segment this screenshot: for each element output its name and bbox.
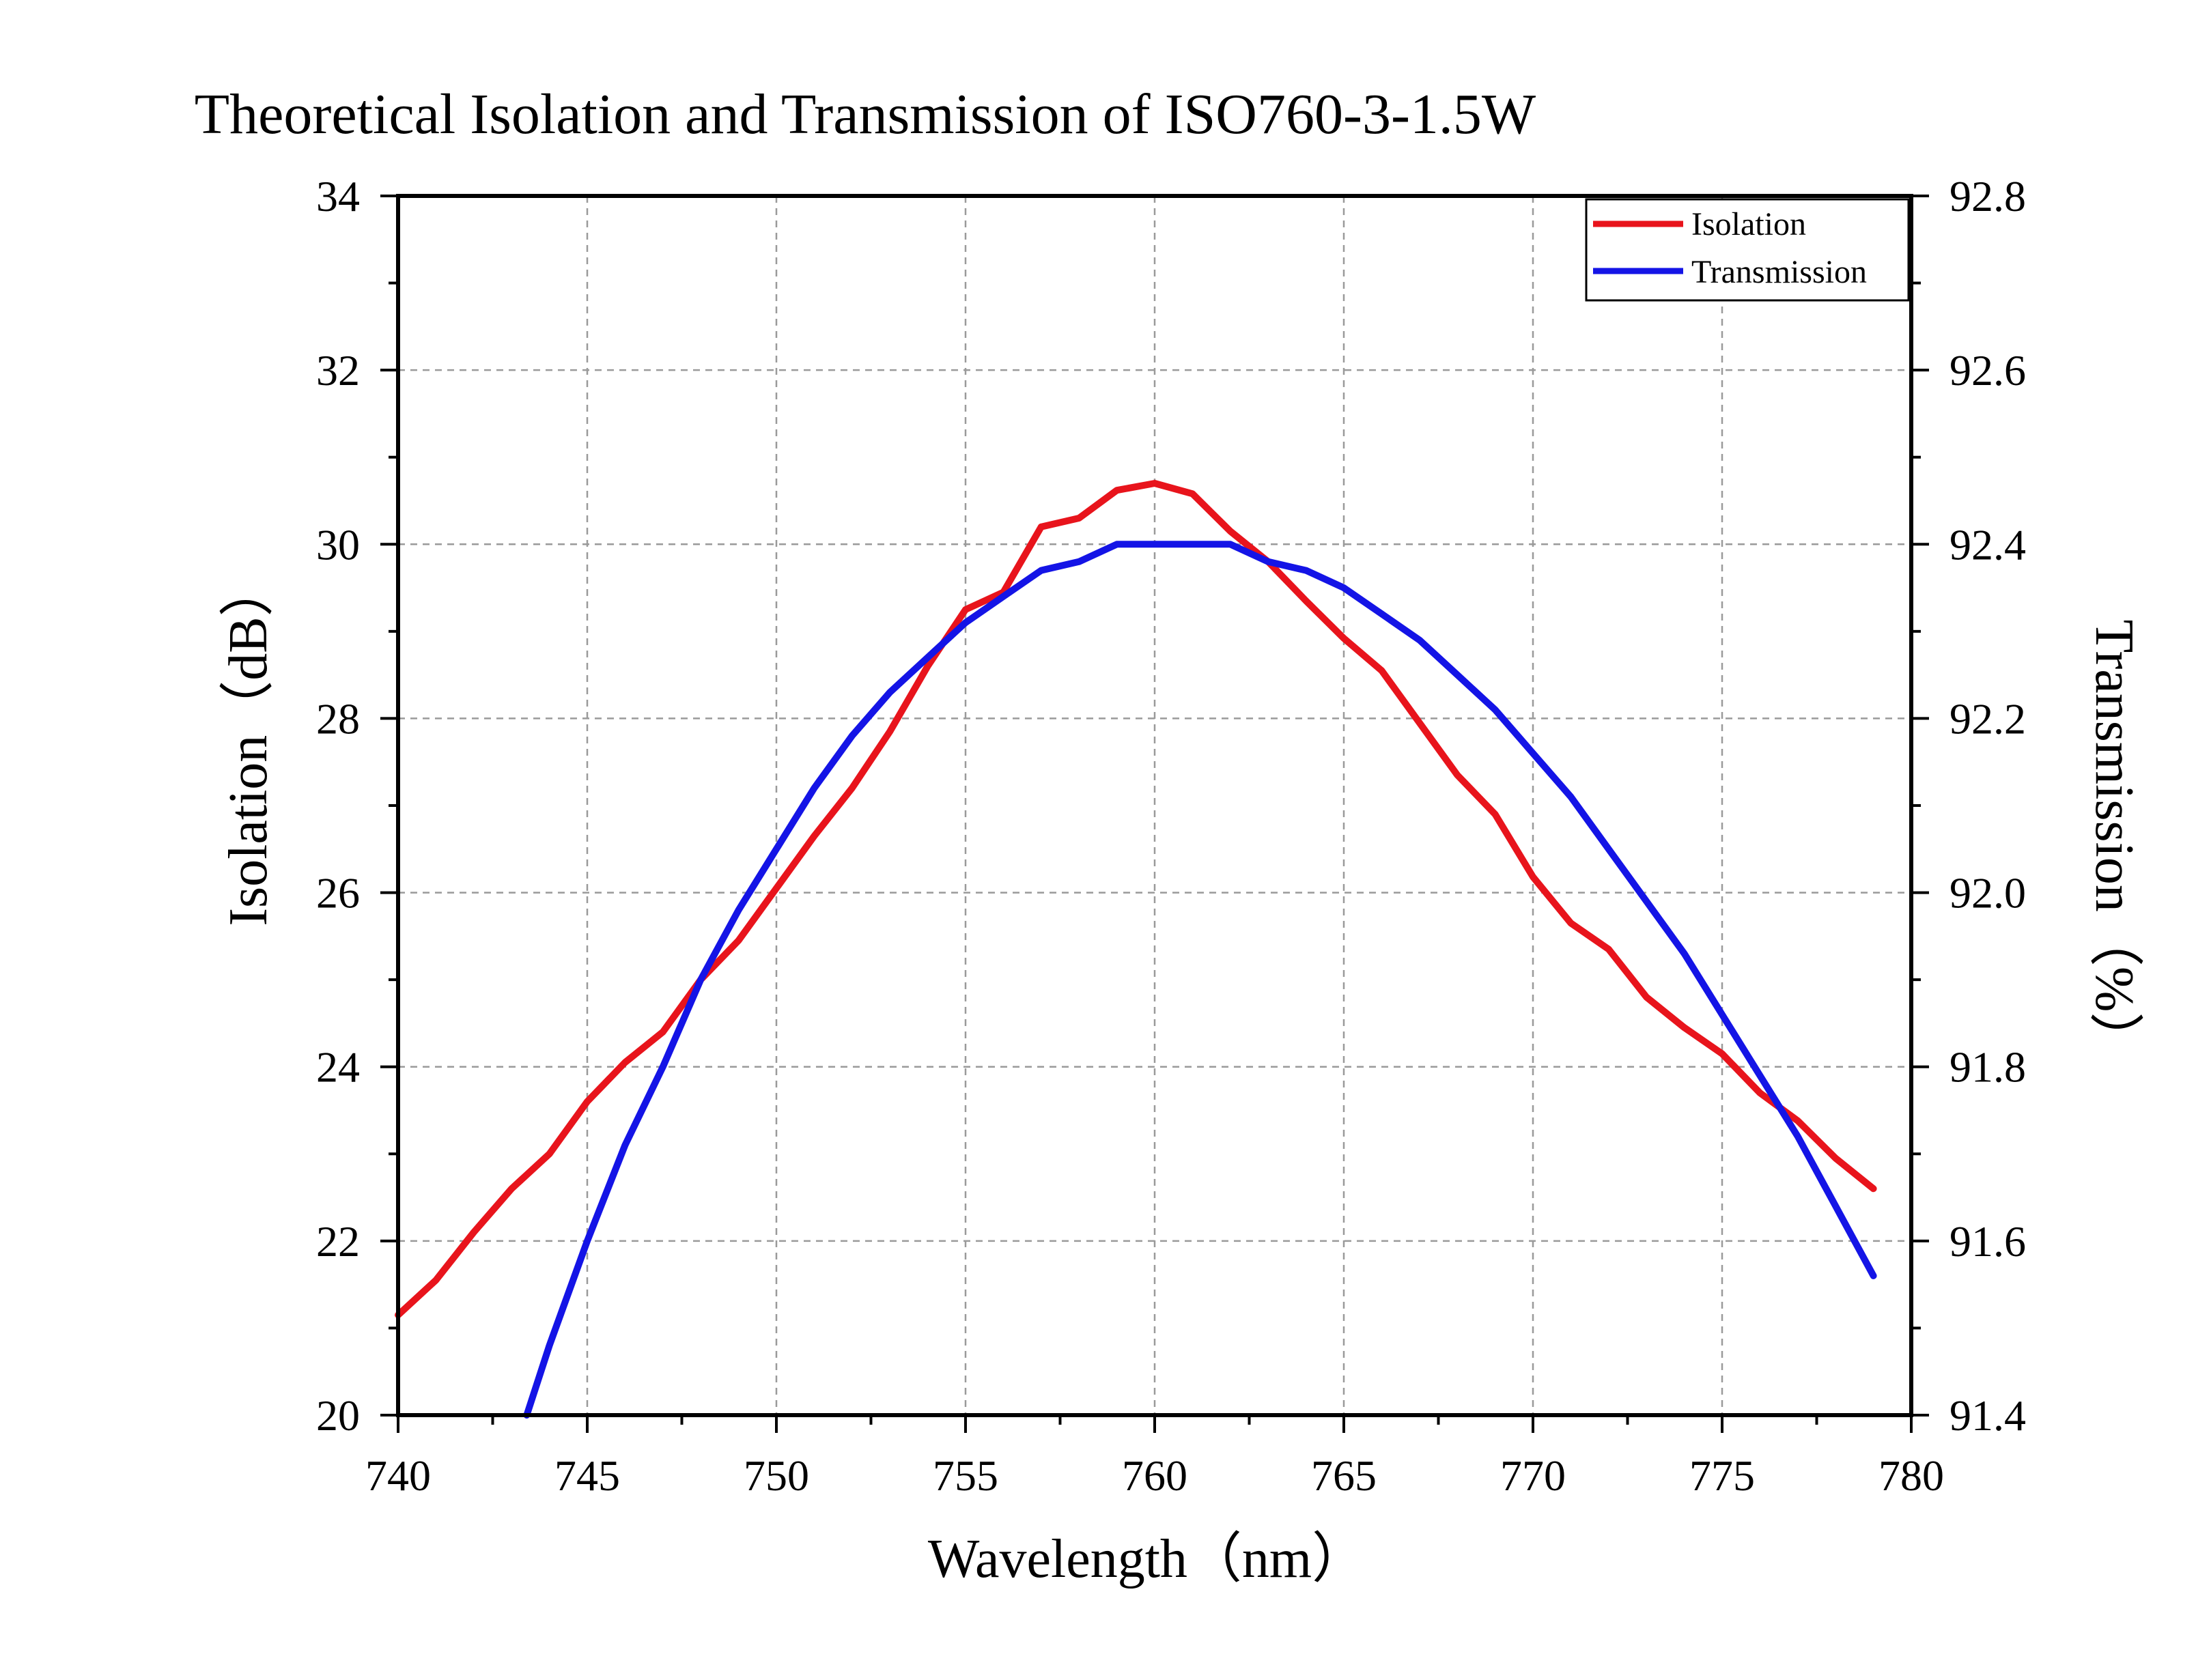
y2-tick-label: 92.8 (1949, 172, 2026, 220)
y-tick-label: 20 (316, 1391, 360, 1440)
x-tick-label: 775 (1689, 1451, 1755, 1500)
y-tick-label: 32 (316, 346, 360, 395)
legend-box (1585, 198, 1910, 302)
x-tick-label: 750 (744, 1451, 809, 1500)
legend: Isolation Transmission (1585, 198, 1910, 302)
x-tick-label: 770 (1500, 1451, 1566, 1500)
y2-tick-label: 92.6 (1949, 346, 2026, 395)
ticks (380, 195, 1929, 1433)
x-tick-label: 755 (933, 1451, 998, 1500)
series-line-transmission (523, 541, 1877, 1419)
y2-tick-labels: 91.4 91.6 91.8 92.0 92.2 92.4 92.6 92.8 (1949, 172, 2026, 1440)
x-tick-labels: 740 745 750 755 760 765 770 775 780 (365, 1451, 1944, 1500)
chart-title: Theoretical Isolation and Transmission o… (195, 83, 1536, 146)
legend-label-isolation: Isolation (1691, 206, 1806, 242)
y-tick-label: 28 (316, 694, 360, 743)
y-tick-label: 34 (316, 172, 360, 220)
y2-tick-label: 91.8 (1949, 1043, 2026, 1092)
gridlines (398, 196, 1911, 1415)
y2-axis-title: Transmission（%） (2084, 620, 2144, 1067)
y-tick-labels: 20 22 24 26 28 30 32 34 (316, 172, 360, 1440)
x-tick-label: 745 (554, 1451, 620, 1500)
y-tick-label: 24 (316, 1043, 360, 1092)
y2-tick-label: 92.4 (1949, 520, 2026, 569)
y-tick-label: 30 (316, 520, 360, 569)
y-tick-label: 22 (316, 1217, 360, 1266)
y2-tick-label: 92.2 (1949, 694, 2026, 743)
y-axis-title: Isolation（dB） (219, 562, 279, 926)
y2-tick-label: 92.0 (1949, 869, 2026, 917)
x-tick-label: 765 (1311, 1451, 1377, 1500)
y2-tick-label: 91.4 (1949, 1391, 2026, 1440)
x-tick-label: 780 (1878, 1451, 1944, 1500)
series-line-isolation (395, 480, 1877, 1319)
x-tick-label: 740 (365, 1451, 431, 1500)
legend-label-transmission: Transmission (1691, 254, 1867, 290)
y-tick-label: 26 (316, 869, 360, 917)
series-layer (395, 480, 1877, 1419)
x-tick-label: 760 (1122, 1451, 1187, 1500)
x-axis-title: Wavelength（nm） (928, 1529, 1366, 1589)
y2-tick-label: 91.6 (1949, 1217, 2026, 1266)
